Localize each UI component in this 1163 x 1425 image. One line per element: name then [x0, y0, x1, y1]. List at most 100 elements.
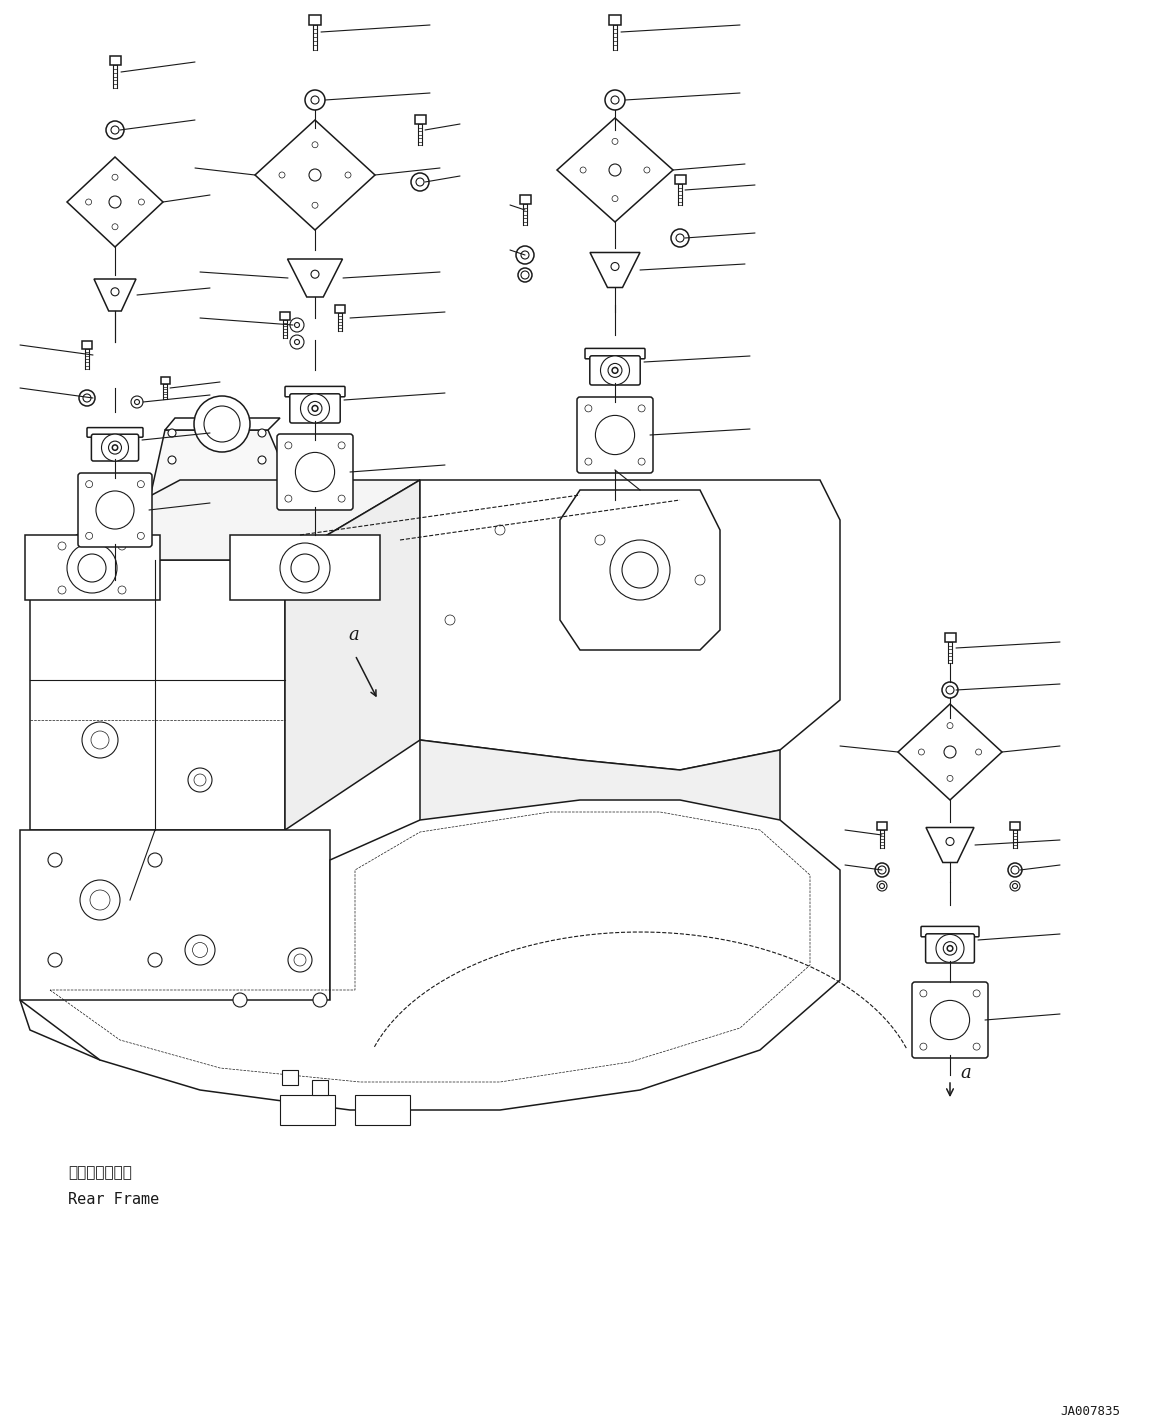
Circle shape [193, 942, 207, 958]
Circle shape [285, 442, 292, 449]
Circle shape [108, 442, 121, 455]
Polygon shape [520, 195, 530, 204]
Circle shape [947, 775, 952, 781]
Text: a: a [348, 626, 358, 644]
Circle shape [258, 456, 266, 465]
Circle shape [312, 141, 317, 148]
Circle shape [112, 224, 117, 229]
Circle shape [294, 322, 300, 328]
Circle shape [67, 543, 117, 593]
Circle shape [521, 251, 529, 259]
FancyBboxPatch shape [590, 356, 640, 385]
Circle shape [110, 125, 119, 134]
Circle shape [135, 399, 140, 405]
Polygon shape [926, 828, 973, 862]
Circle shape [943, 942, 957, 955]
Circle shape [288, 948, 312, 972]
Circle shape [280, 543, 330, 593]
FancyBboxPatch shape [285, 386, 345, 396]
FancyBboxPatch shape [92, 435, 138, 462]
Text: JA007835: JA007835 [1059, 1405, 1120, 1418]
Polygon shape [561, 490, 720, 650]
Polygon shape [145, 430, 285, 560]
Circle shape [612, 138, 618, 144]
Polygon shape [309, 14, 321, 24]
Circle shape [137, 480, 144, 487]
Circle shape [611, 95, 619, 104]
Text: a: a [959, 1064, 971, 1082]
Circle shape [48, 854, 62, 866]
Circle shape [585, 405, 592, 412]
Circle shape [671, 229, 688, 247]
Circle shape [106, 121, 124, 140]
Circle shape [295, 452, 335, 492]
Circle shape [608, 363, 622, 378]
Polygon shape [230, 534, 380, 600]
Circle shape [137, 533, 144, 539]
Polygon shape [280, 1094, 335, 1124]
Circle shape [79, 390, 95, 406]
Circle shape [279, 172, 285, 178]
FancyBboxPatch shape [585, 348, 645, 359]
Circle shape [58, 542, 66, 550]
Polygon shape [355, 1094, 411, 1124]
Circle shape [612, 195, 618, 201]
Polygon shape [94, 279, 136, 311]
FancyBboxPatch shape [78, 473, 152, 547]
Circle shape [185, 935, 215, 965]
Circle shape [90, 891, 110, 911]
Circle shape [676, 234, 684, 242]
FancyBboxPatch shape [277, 435, 354, 510]
Circle shape [313, 993, 327, 1007]
Circle shape [622, 551, 658, 589]
Circle shape [445, 616, 455, 626]
Circle shape [291, 554, 319, 581]
Circle shape [148, 953, 162, 968]
Circle shape [947, 946, 952, 952]
Circle shape [78, 554, 106, 581]
Circle shape [495, 524, 505, 534]
Circle shape [97, 492, 134, 529]
Circle shape [936, 935, 964, 962]
Circle shape [345, 172, 351, 178]
Circle shape [920, 1043, 927, 1050]
Polygon shape [877, 822, 887, 829]
Circle shape [644, 167, 650, 172]
Circle shape [595, 416, 635, 455]
Polygon shape [20, 799, 840, 1110]
Circle shape [944, 747, 956, 758]
Circle shape [188, 768, 212, 792]
Circle shape [258, 429, 266, 437]
Circle shape [920, 990, 927, 997]
Text: Rear Frame: Rear Frame [67, 1191, 159, 1207]
Circle shape [930, 1000, 970, 1040]
Circle shape [611, 540, 670, 600]
Circle shape [638, 457, 645, 465]
Circle shape [294, 953, 306, 966]
Circle shape [101, 435, 128, 462]
Polygon shape [557, 118, 673, 222]
Circle shape [86, 480, 93, 487]
Circle shape [875, 864, 889, 876]
Circle shape [877, 881, 887, 891]
Polygon shape [20, 829, 330, 1060]
Circle shape [58, 586, 66, 594]
Polygon shape [590, 252, 640, 288]
Circle shape [117, 542, 126, 550]
Circle shape [611, 262, 619, 271]
Polygon shape [30, 560, 285, 829]
Circle shape [600, 356, 629, 385]
Circle shape [919, 750, 925, 755]
Circle shape [521, 271, 529, 279]
Circle shape [411, 172, 429, 191]
Circle shape [973, 990, 980, 997]
Circle shape [117, 586, 126, 594]
Circle shape [138, 200, 144, 205]
Circle shape [585, 457, 592, 465]
Circle shape [516, 247, 534, 264]
Polygon shape [420, 740, 780, 921]
Polygon shape [285, 480, 420, 829]
Polygon shape [1009, 822, 1020, 829]
Circle shape [878, 866, 886, 874]
Circle shape [204, 406, 240, 442]
